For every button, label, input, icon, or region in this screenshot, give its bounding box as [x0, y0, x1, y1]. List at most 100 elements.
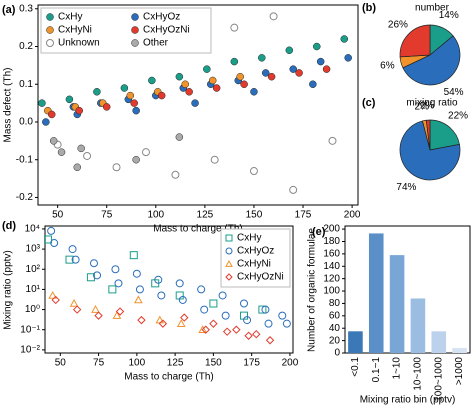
data-point	[83, 151, 92, 160]
bar	[431, 331, 447, 353]
pie-label: 54%	[444, 87, 464, 98]
data-point	[112, 311, 122, 319]
legend-marker	[131, 39, 139, 47]
x-tick-label: 100	[147, 210, 164, 221]
data-point	[175, 133, 184, 141]
x-axis-title: Mass to charge (Th)	[153, 224, 242, 235]
legend-label: CxHy	[237, 233, 261, 244]
data-point	[340, 35, 349, 43]
bar	[452, 348, 467, 353]
data-point	[120, 84, 129, 92]
data-point	[322, 65, 331, 73]
y-axis-title: Mixing ratio (pptv)	[3, 250, 14, 329]
x-axis-title: Mixing ratio bin (pptv)	[360, 395, 456, 406]
pie-label: 26%	[388, 20, 408, 31]
data-point	[278, 311, 287, 320]
legend-label: Unknown	[58, 38, 100, 49]
data-point	[236, 72, 244, 81]
legend-marker	[131, 26, 139, 34]
data-point	[222, 327, 232, 336]
y-tick-label: 10²	[26, 264, 41, 275]
data-point	[91, 305, 100, 313]
x-tick-label: 100~1000	[433, 357, 444, 402]
data-point	[316, 57, 325, 66]
y-tick-label: 0	[334, 348, 340, 359]
y-tick-label: 10¹	[26, 284, 41, 295]
pie-label: 74%	[396, 182, 416, 193]
x-tick-label: 125	[197, 210, 214, 221]
data-point	[295, 69, 303, 77]
data-point	[176, 319, 186, 327]
data-point	[285, 46, 294, 55]
data-point	[282, 319, 291, 328]
data-point	[178, 295, 187, 304]
pie-label: 22%	[448, 111, 468, 122]
data-point	[50, 239, 59, 248]
x-tick-label: 100	[129, 358, 146, 369]
x-tick-label: 175	[243, 358, 260, 369]
data-point	[72, 305, 82, 314]
panel-label: (e)	[312, 226, 326, 238]
y-tick-label: 140	[323, 261, 340, 272]
data-point	[221, 311, 230, 320]
data-point	[230, 23, 239, 32]
data-point	[240, 299, 249, 308]
y-tick-label: 120	[323, 273, 340, 284]
legend-marker	[46, 13, 54, 21]
y-tick-label: -0.1	[16, 154, 34, 165]
y-tick-label: 160	[323, 249, 340, 260]
y-tick-label: -0.2	[16, 192, 34, 203]
legend-marker	[225, 259, 233, 267]
data-point	[250, 88, 258, 96]
y-tick-label: 80	[329, 298, 341, 309]
data-point	[38, 99, 46, 107]
data-point	[69, 298, 79, 307]
data-point	[249, 167, 258, 176]
bar	[348, 331, 363, 353]
data-point	[243, 316, 252, 325]
data-point	[258, 305, 267, 314]
data-point	[252, 329, 261, 339]
bar	[368, 233, 384, 353]
y-tick-label: 60	[329, 310, 341, 321]
pie-label: 6%	[380, 61, 395, 72]
plot-frame	[37, 4, 359, 206]
data-point	[267, 72, 276, 81]
data-point	[155, 315, 165, 324]
y-tick-label: 180	[323, 236, 340, 247]
data-point	[261, 69, 270, 77]
x-tick-label: 75	[93, 358, 105, 369]
data-point	[185, 88, 193, 96]
pie-slice	[399, 120, 461, 181]
data-point	[154, 275, 163, 284]
y-axis-title: Number of organic formulae	[307, 228, 318, 352]
data-point	[157, 291, 166, 300]
data-point	[148, 76, 156, 85]
data-point	[65, 95, 74, 104]
data-point	[65, 255, 74, 264]
data-point	[212, 84, 221, 92]
y-tick-label: 10⁴	[25, 224, 40, 235]
data-point	[48, 290, 58, 299]
data-point	[93, 271, 102, 280]
data-point	[240, 80, 248, 88]
data-point	[93, 88, 101, 96]
data-point	[137, 315, 146, 325]
data-point	[129, 251, 138, 260]
data-point	[75, 106, 83, 115]
panel-label: (c)	[362, 97, 376, 109]
data-point	[309, 80, 317, 88]
data-point	[197, 285, 206, 294]
data-point	[208, 76, 217, 85]
x-tick-label: 0.1~1	[371, 357, 382, 383]
plot-frame	[344, 225, 471, 354]
panel-label: (a)	[2, 4, 16, 16]
x-tick-label: <0.1	[350, 357, 361, 377]
data-point	[261, 305, 270, 314]
data-point	[135, 285, 144, 294]
data-point	[57, 148, 66, 156]
data-point	[44, 235, 53, 244]
data-point	[289, 65, 297, 73]
pie-title: number	[415, 3, 450, 14]
y-tick-label: 10⁰	[25, 304, 40, 315]
